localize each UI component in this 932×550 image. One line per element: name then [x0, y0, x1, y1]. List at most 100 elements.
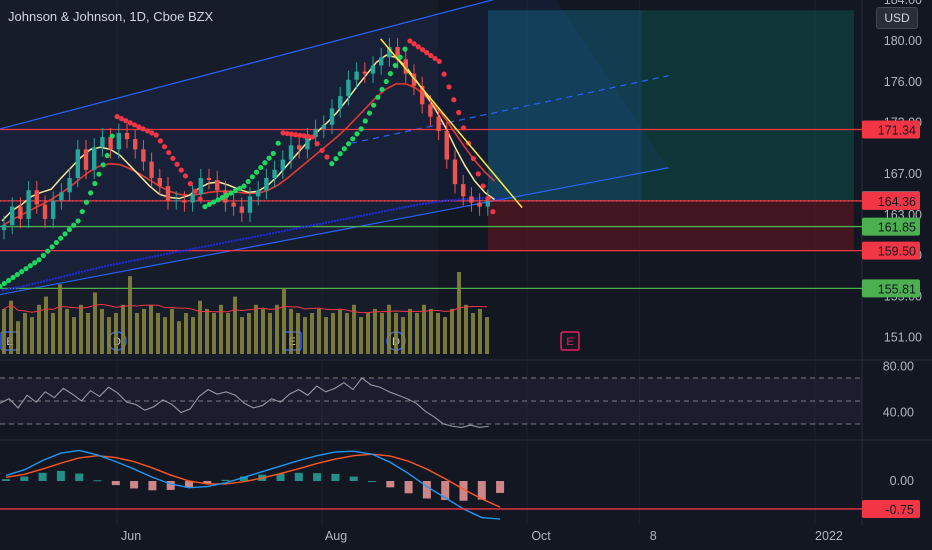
- sar-dot-1-6: [62, 231, 68, 237]
- macd-hist-11: [203, 481, 212, 484]
- sar-dot-12-2: [337, 151, 343, 157]
- sar-dot-13-5: [379, 86, 385, 93]
- sar-dot-11-0: [309, 134, 315, 140]
- volume-bar-1: [9, 300, 13, 354]
- volume-bar-54: [380, 313, 384, 354]
- candle-body-59: [485, 198, 490, 207]
- volume-bar-58: [408, 308, 412, 354]
- candle-body-11: [92, 147, 97, 170]
- sar-dot-15-2: [415, 44, 421, 50]
- volume-bar-38: [268, 313, 272, 354]
- price-label-4: 159.50: [878, 245, 916, 259]
- sar-dot-10-6: [305, 133, 311, 140]
- sar-dot-0-7: [27, 263, 33, 269]
- candle-body-56: [461, 184, 466, 197]
- sar-dot-1-5: [58, 235, 64, 241]
- shade-region: [0, 0, 438, 358]
- time-tick-2: Oct: [531, 529, 551, 543]
- macd-pane[interactable]: [0, 449, 862, 520]
- price-label-box-4: [862, 241, 920, 260]
- price-label-box-2: [862, 191, 920, 210]
- sar-dot-17-0: [456, 109, 462, 116]
- sar-dot-7-4: [219, 194, 225, 201]
- candle-body-18: [149, 161, 154, 178]
- volume-bar-44: [310, 313, 314, 354]
- sar-dot-7-3: [215, 197, 221, 203]
- sar-dot-8-1: [245, 178, 251, 185]
- volume-bar-10: [72, 317, 76, 354]
- volume-ma: [3, 303, 488, 314]
- volume-bar-2: [16, 321, 20, 354]
- macd-hist-20: [368, 481, 376, 482]
- volume-bar-11: [79, 304, 83, 354]
- macd-hist-2: [38, 472, 47, 481]
- candle-body-46: [379, 57, 384, 66]
- sar-dot-5-4: [170, 155, 176, 161]
- volume-bar-3: [23, 313, 27, 354]
- macd-hist-27: [496, 481, 505, 493]
- candle-body-30: [247, 196, 253, 213]
- macd-hist-8: [148, 481, 157, 491]
- sar-dot-16-2: [446, 84, 452, 90]
- macd-hist-23: [422, 481, 431, 499]
- candle-body-45: [370, 65, 376, 74]
- volume-bar-53: [373, 308, 377, 354]
- sar-dot-8-2: [249, 174, 255, 180]
- sar-dot-7-1: [206, 201, 212, 207]
- sar-dot-5-1: [157, 138, 163, 144]
- macd-label: -0.75: [886, 503, 915, 517]
- sar-dot-13-0: [358, 126, 364, 132]
- sar-dot-4-0: [114, 114, 120, 120]
- sar-dot-9-1: [275, 140, 281, 146]
- macd-hist-17: [313, 473, 322, 481]
- currency-button[interactable]: USD: [876, 7, 918, 29]
- sar-dot-7-8: [237, 185, 243, 192]
- candle-body-6: [51, 200, 56, 219]
- price-tick-2: 176.00: [884, 75, 922, 89]
- volume-bar-27: [191, 317, 195, 354]
- macd-hist-26: [477, 481, 486, 500]
- macd-hist-4: [75, 473, 84, 481]
- volume-bar-47: [331, 313, 335, 354]
- sar-dot-1-7: [66, 226, 73, 233]
- price-pane[interactable]: EDEDE: [0, 0, 862, 351]
- candle-body-23: [190, 194, 195, 203]
- volume-bar-4: [30, 317, 34, 354]
- macd-hist-21: [386, 481, 395, 488]
- sar-dot-8-4: [258, 164, 264, 171]
- volume-bar-17: [121, 304, 125, 354]
- macd-hist-9: [166, 481, 175, 490]
- time-tick-4: 2022: [815, 529, 843, 543]
- volume-bar-51: [359, 317, 363, 354]
- event-earnings-4: [560, 331, 580, 351]
- candle-body-14: [116, 132, 121, 150]
- candle-body-25: [206, 177, 212, 181]
- candle-body-53: [436, 116, 441, 131]
- candle-body-8: [67, 177, 72, 193]
- volume-bar-66: [464, 304, 468, 354]
- sar-dot-10-3: [292, 132, 299, 138]
- volume-bar-19: [135, 313, 139, 354]
- candle-body-48: [395, 47, 400, 60]
- volume-bar-59: [415, 313, 419, 354]
- rsi-band-fill: [0, 378, 862, 424]
- macd-hist-0: [2, 479, 10, 481]
- candle-body-34: [280, 159, 285, 170]
- sar-dot-2-2: [83, 199, 90, 205]
- sar-dot-1-0: [36, 257, 42, 263]
- macd-hist-24: [441, 481, 450, 501]
- sar-dot-15-5: [428, 52, 434, 59]
- volume-bar-52: [366, 313, 370, 354]
- volume-bar-57: [401, 317, 405, 354]
- candle-body-9: [75, 149, 80, 178]
- candle-body-32: [264, 177, 269, 191]
- sar-dot-13-2: [366, 110, 373, 116]
- macd-tick-0: 0.00: [890, 474, 914, 488]
- sar-dot-8-5: [262, 160, 268, 166]
- sar-dot-2-4: [92, 180, 98, 187]
- volume-bar-62: [436, 313, 440, 354]
- volume-bar-56: [394, 313, 398, 354]
- rsi-pane[interactable]: [0, 377, 862, 428]
- sar-dot-3-1: [109, 133, 115, 139]
